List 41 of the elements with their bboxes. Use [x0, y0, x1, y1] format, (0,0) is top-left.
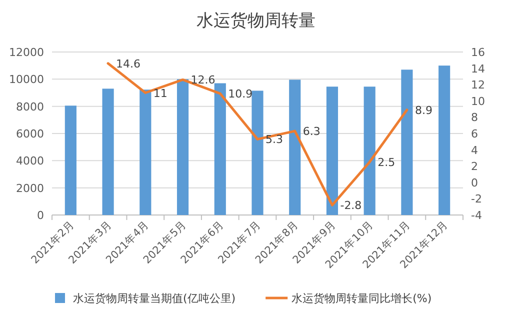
data-label: 6.3	[302, 125, 320, 138]
y2-tick-label: 6	[471, 128, 478, 140]
data-label: 5.3	[266, 133, 283, 146]
y-tick-label: 0	[37, 209, 44, 222]
y2-tick-label: 8	[471, 111, 478, 124]
y2-tick-label: 12	[471, 78, 485, 92]
data-label: 11	[153, 86, 168, 100]
chart-title: 水运货物周转量	[196, 11, 316, 31]
bar	[64, 106, 76, 215]
legend-label: 水运货物周转量同比增长(%)	[292, 292, 432, 305]
bar	[176, 79, 189, 215]
y-tick-label: 2000	[16, 182, 44, 195]
y-tick-label: 10000	[9, 73, 44, 86]
data-label: 8.9	[414, 104, 432, 117]
data-label: 14.6	[116, 57, 141, 70]
y-tick-label: 8000	[16, 100, 44, 114]
bar	[252, 90, 264, 215]
bar	[401, 70, 413, 215]
y2-tick-label: 14	[471, 62, 485, 76]
bar	[438, 66, 450, 215]
legend-label: 水运货物周转量当期值(亿吨公里)	[73, 292, 236, 305]
bar	[364, 86, 376, 215]
y-tick-label: 12000	[9, 46, 44, 59]
y2-tick-label: 2	[471, 160, 478, 174]
data-label: -2.8	[340, 199, 362, 212]
y2-tick-label: -2	[471, 192, 482, 206]
y2-tick-label: 10	[471, 94, 485, 108]
bar	[289, 80, 301, 215]
bar	[214, 83, 226, 215]
y2-tick-label: -4	[471, 209, 482, 222]
y-tick-label: 6000	[16, 128, 44, 140]
y2-tick-label: 0	[471, 176, 478, 190]
y2-tick-label: 4	[471, 144, 478, 157]
bar	[326, 86, 338, 215]
data-label: 2.5	[378, 156, 396, 170]
y-tick-label: 4000	[16, 154, 44, 168]
bar	[140, 90, 152, 215]
data-label: 12.6	[190, 74, 216, 87]
data-label: 10.9	[228, 88, 253, 101]
y2-tick-label: 16	[471, 46, 485, 59]
bar	[102, 88, 114, 215]
